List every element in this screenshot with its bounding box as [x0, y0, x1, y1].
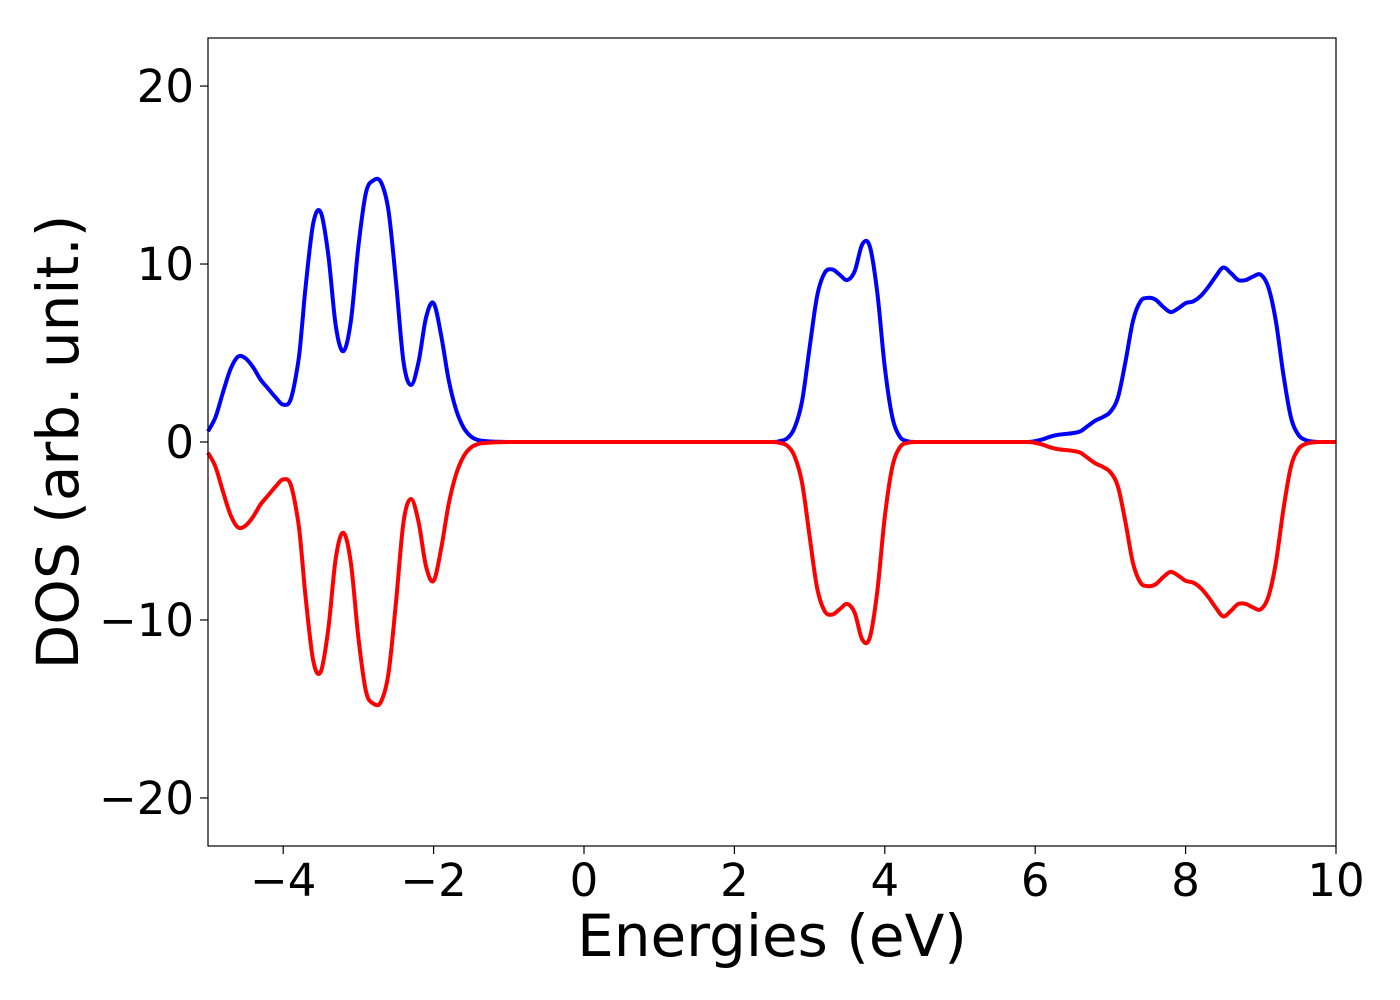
x-tick-label: 8: [1171, 854, 1200, 907]
y-tick-label: −20: [99, 772, 194, 825]
y-tick-label: 0: [165, 416, 194, 469]
x-tick-label: −2: [400, 854, 466, 907]
series-layer: [206, 176, 1336, 708]
x-tick-label: 10: [1307, 854, 1364, 907]
series-line-1: [206, 176, 1336, 445]
y-axis-label: DOS (arb. unit.): [24, 215, 92, 670]
x-tick-label: 2: [720, 854, 749, 907]
y-axis: −20 −10 0 10 20: [99, 60, 208, 825]
y-tick-label: 20: [137, 60, 194, 113]
y-tick-label: 10: [137, 238, 194, 291]
x-tick-label: −4: [250, 854, 316, 907]
y-tick-label: −10: [99, 594, 194, 647]
x-axis: −4 −2 0 2 4 6 8 10: [250, 846, 1365, 907]
x-tick-label: 4: [870, 854, 899, 907]
series-line-2: [206, 439, 1336, 708]
x-axis-label: Energies (eV): [577, 902, 967, 970]
x-tick-label: 0: [570, 854, 599, 907]
x-tick-label: 6: [1021, 854, 1050, 907]
